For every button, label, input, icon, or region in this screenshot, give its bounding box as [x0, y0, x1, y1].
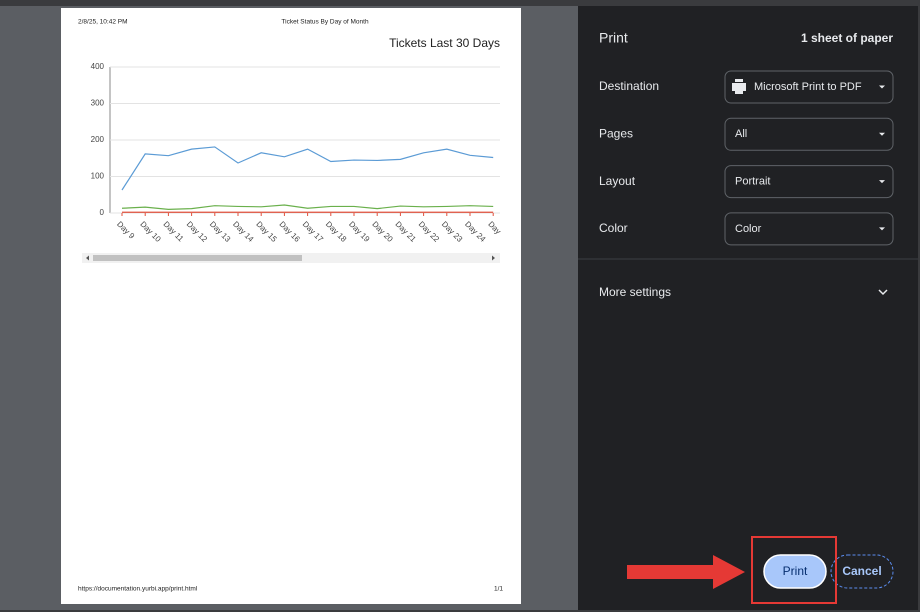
dropdown-arrow[interactable]	[879, 132, 885, 136]
y-tick-label: 300	[91, 99, 105, 108]
cancel-button-label[interactable]: Cancel	[842, 564, 881, 578]
dropdown[interactable]	[724, 165, 894, 199]
print-datetime: 2/8/25, 10:42 PM	[78, 19, 128, 26]
setting-label: Layout	[599, 174, 636, 188]
dropdown[interactable]	[724, 70, 894, 104]
chart-title: Tickets Last 30 Days	[389, 36, 500, 50]
dropdown-value[interactable]: All	[735, 128, 747, 140]
setting-label: Destination	[599, 79, 659, 93]
y-tick-label: 0	[100, 208, 105, 217]
setting-label: Color	[599, 221, 628, 235]
highlight-box	[751, 536, 837, 604]
print-panel	[578, 6, 918, 610]
y-tick-label: 400	[91, 62, 105, 71]
more-settings[interactable]: More settings	[599, 285, 671, 299]
print-page-title: Ticket Status By Day of Month	[281, 19, 369, 26]
dropdown-value[interactable]: Microsoft Print to PDF	[754, 81, 862, 93]
dropdown[interactable]	[724, 117, 894, 151]
setting-label: Pages	[599, 126, 633, 140]
y-tick-label: 100	[91, 172, 105, 181]
expand-icon[interactable]	[878, 289, 888, 296]
sheet-count: 1 sheet of paper	[801, 31, 893, 45]
series-line	[121, 204, 494, 210]
page-count: 1/1	[494, 586, 503, 593]
dropdown-value[interactable]: Color	[735, 223, 762, 235]
dropdown-arrow[interactable]	[879, 85, 885, 89]
y-tick-label: 200	[91, 135, 105, 144]
dialog-title: Print	[599, 30, 628, 46]
print-button-label[interactable]: Print	[783, 564, 808, 578]
print-button[interactable]	[763, 554, 827, 589]
dropdown-arrow[interactable]	[879, 180, 885, 184]
printer-icon	[732, 79, 746, 94]
dropdown[interactable]	[724, 212, 894, 246]
pointer-arrow	[627, 555, 745, 589]
series-line	[121, 146, 494, 191]
dropdown-arrow[interactable]	[879, 227, 885, 231]
dropdown-value[interactable]: Portrait	[735, 176, 770, 188]
paper	[61, 8, 521, 604]
print-url: https://documentation.yurbi.app/print.ht…	[78, 586, 198, 593]
scrollbar-thumb[interactable]	[93, 255, 302, 261]
cancel-button[interactable]	[830, 554, 894, 589]
